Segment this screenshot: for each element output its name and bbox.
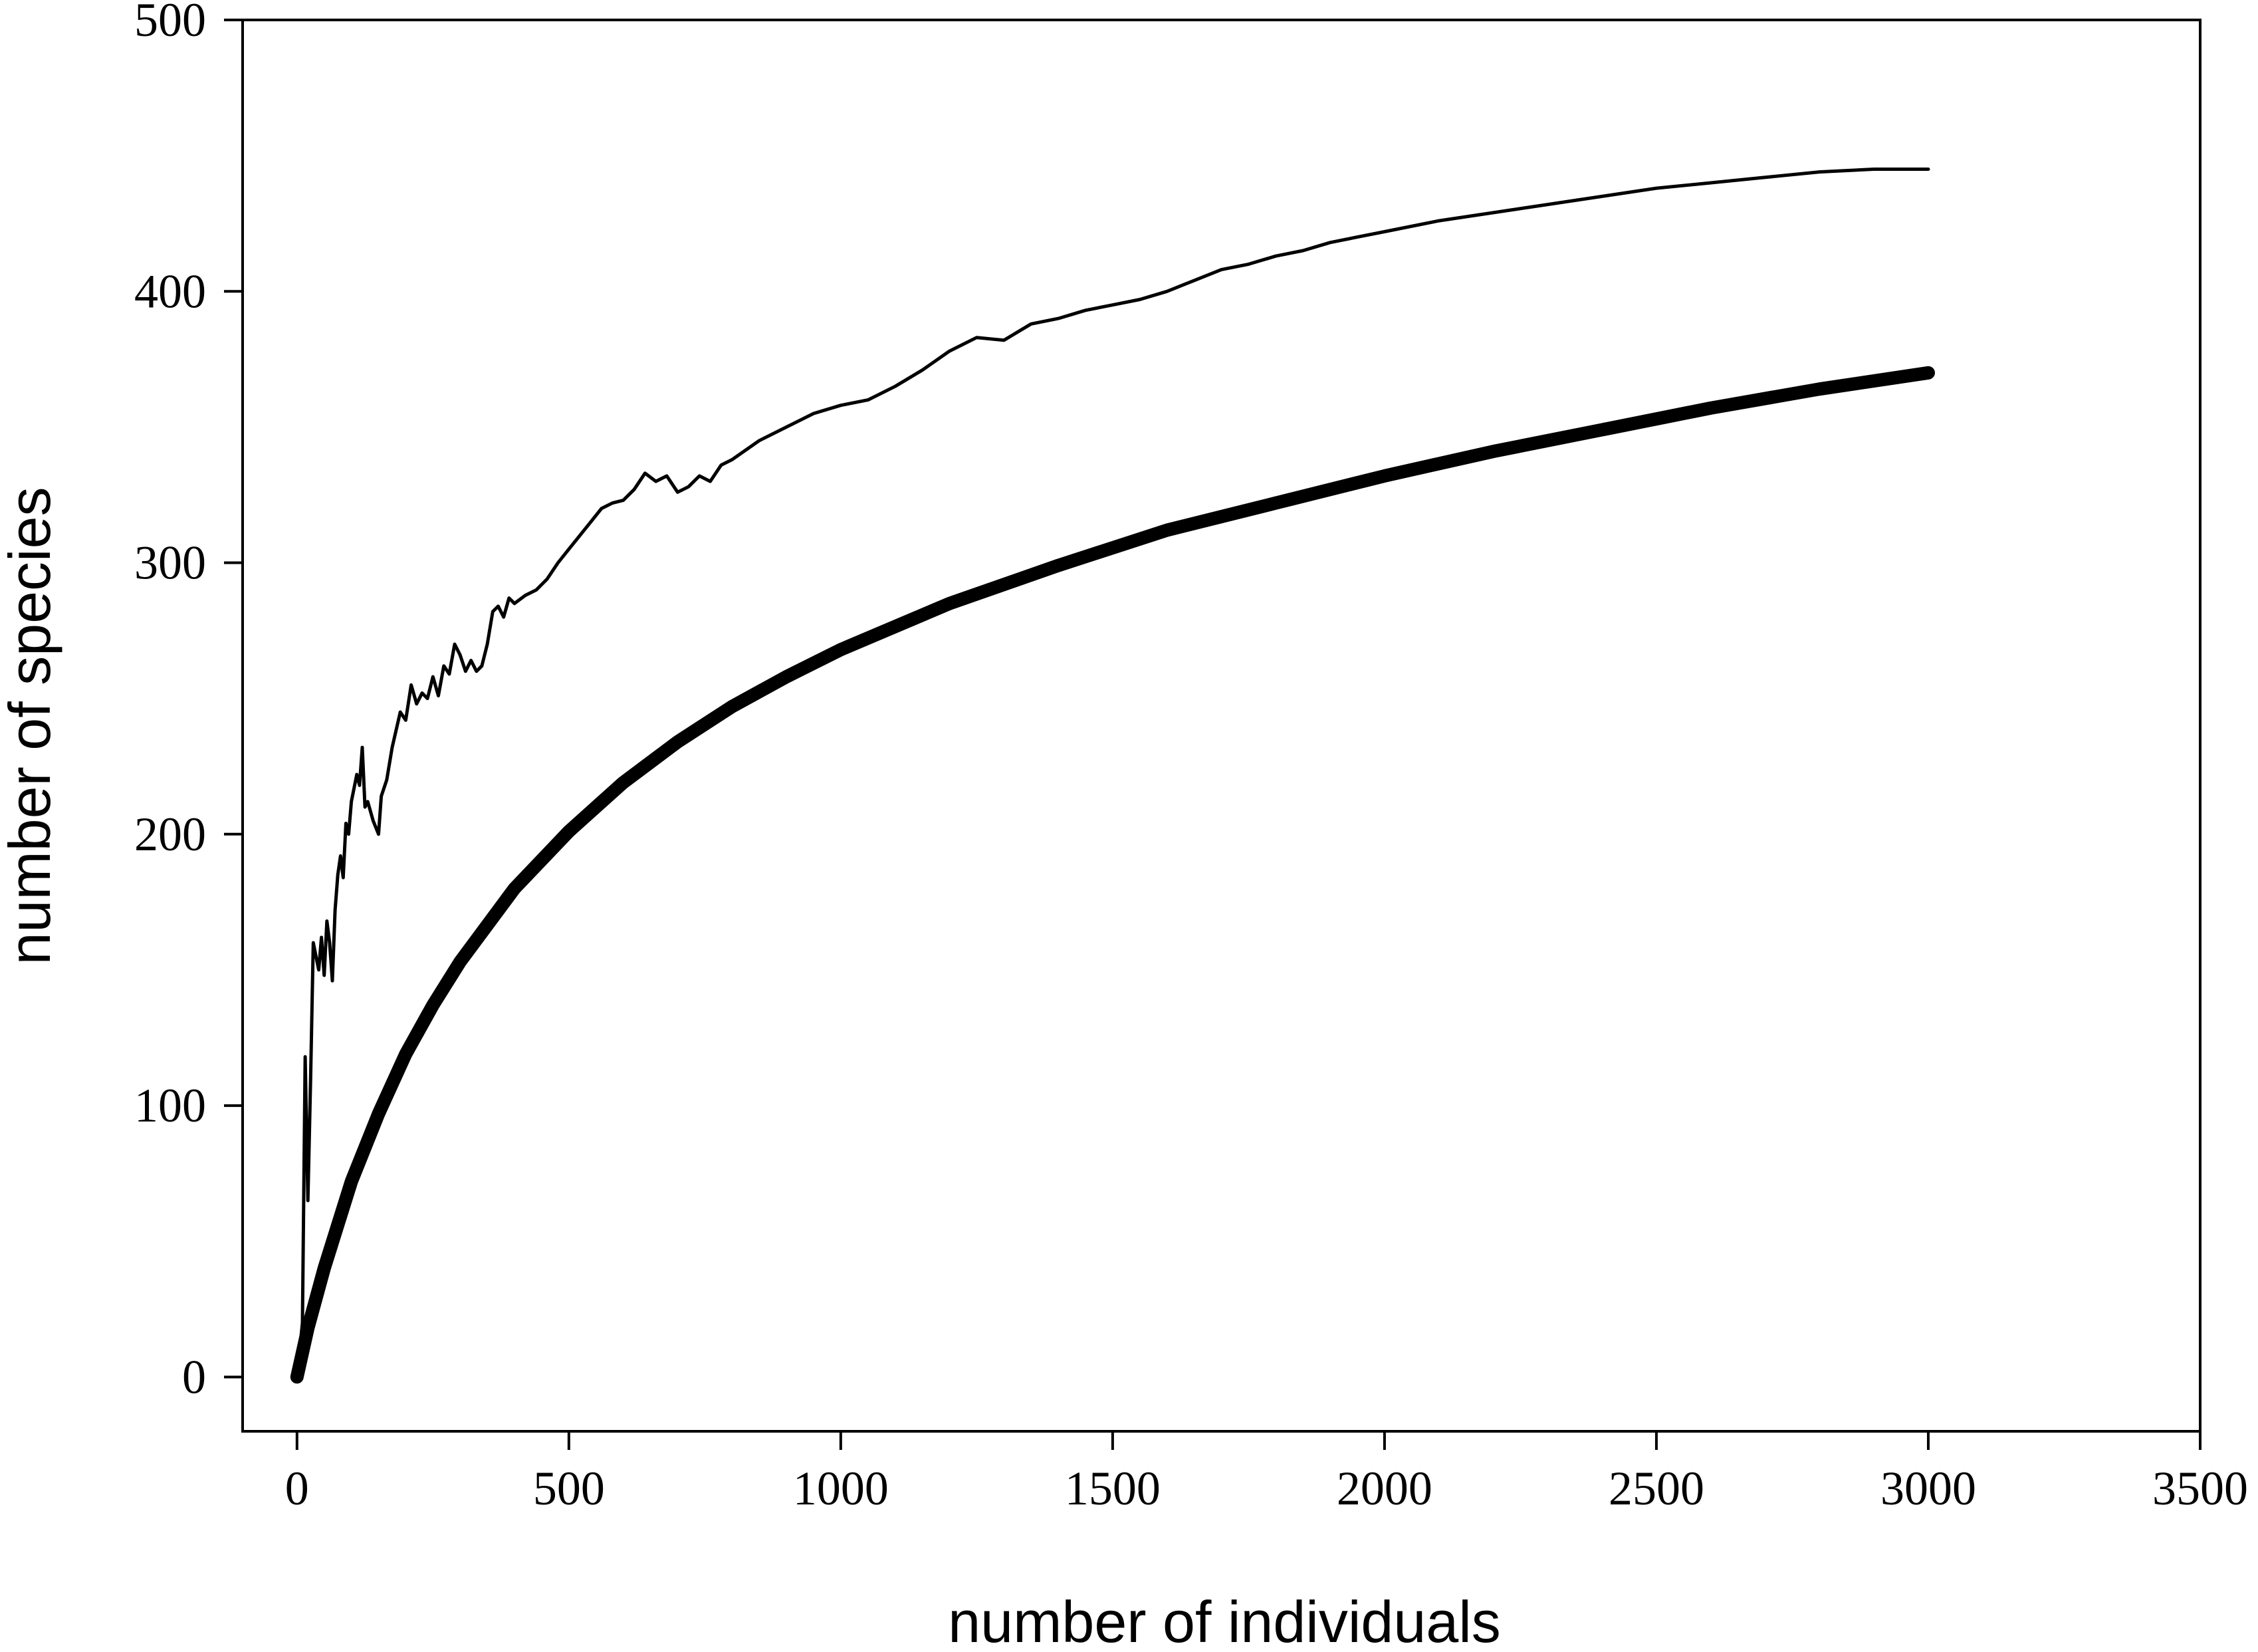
y-tick-label: 0	[182, 1350, 206, 1403]
series-line-thin	[295, 168, 1930, 1379]
series-layer	[290, 168, 1935, 1384]
y-tick-label: 500	[134, 0, 206, 47]
y-tick-label: 300	[134, 536, 206, 590]
series-line-thick	[290, 366, 1935, 1384]
labels: number of individuals number of species	[0, 487, 1501, 1652]
x-tick-label: 3500	[2152, 1462, 2248, 1515]
x-tick-label: 1500	[1065, 1462, 1161, 1515]
x-tick-label: 1000	[793, 1462, 889, 1515]
y-axis-title: number of species	[0, 487, 62, 965]
x-tick-label: 2000	[1337, 1462, 1432, 1515]
y-tick-label: 100	[134, 1079, 206, 1132]
x-tick-label: 0	[285, 1462, 309, 1515]
x-axis-title: number of individuals	[948, 1589, 1501, 1652]
x-tick-label: 2500	[1609, 1462, 1704, 1515]
axes: 0 500 1000 1500 2000 2500 3000 3500 0 100 200 300 40…	[134, 0, 2248, 1515]
y-tick-label: 200	[134, 808, 206, 861]
plot-frame	[241, 19, 2202, 1433]
x-tick-label: 500	[533, 1462, 605, 1515]
x-tick-label: 3000	[1880, 1462, 1976, 1515]
y-tick-label: 400	[134, 265, 206, 318]
